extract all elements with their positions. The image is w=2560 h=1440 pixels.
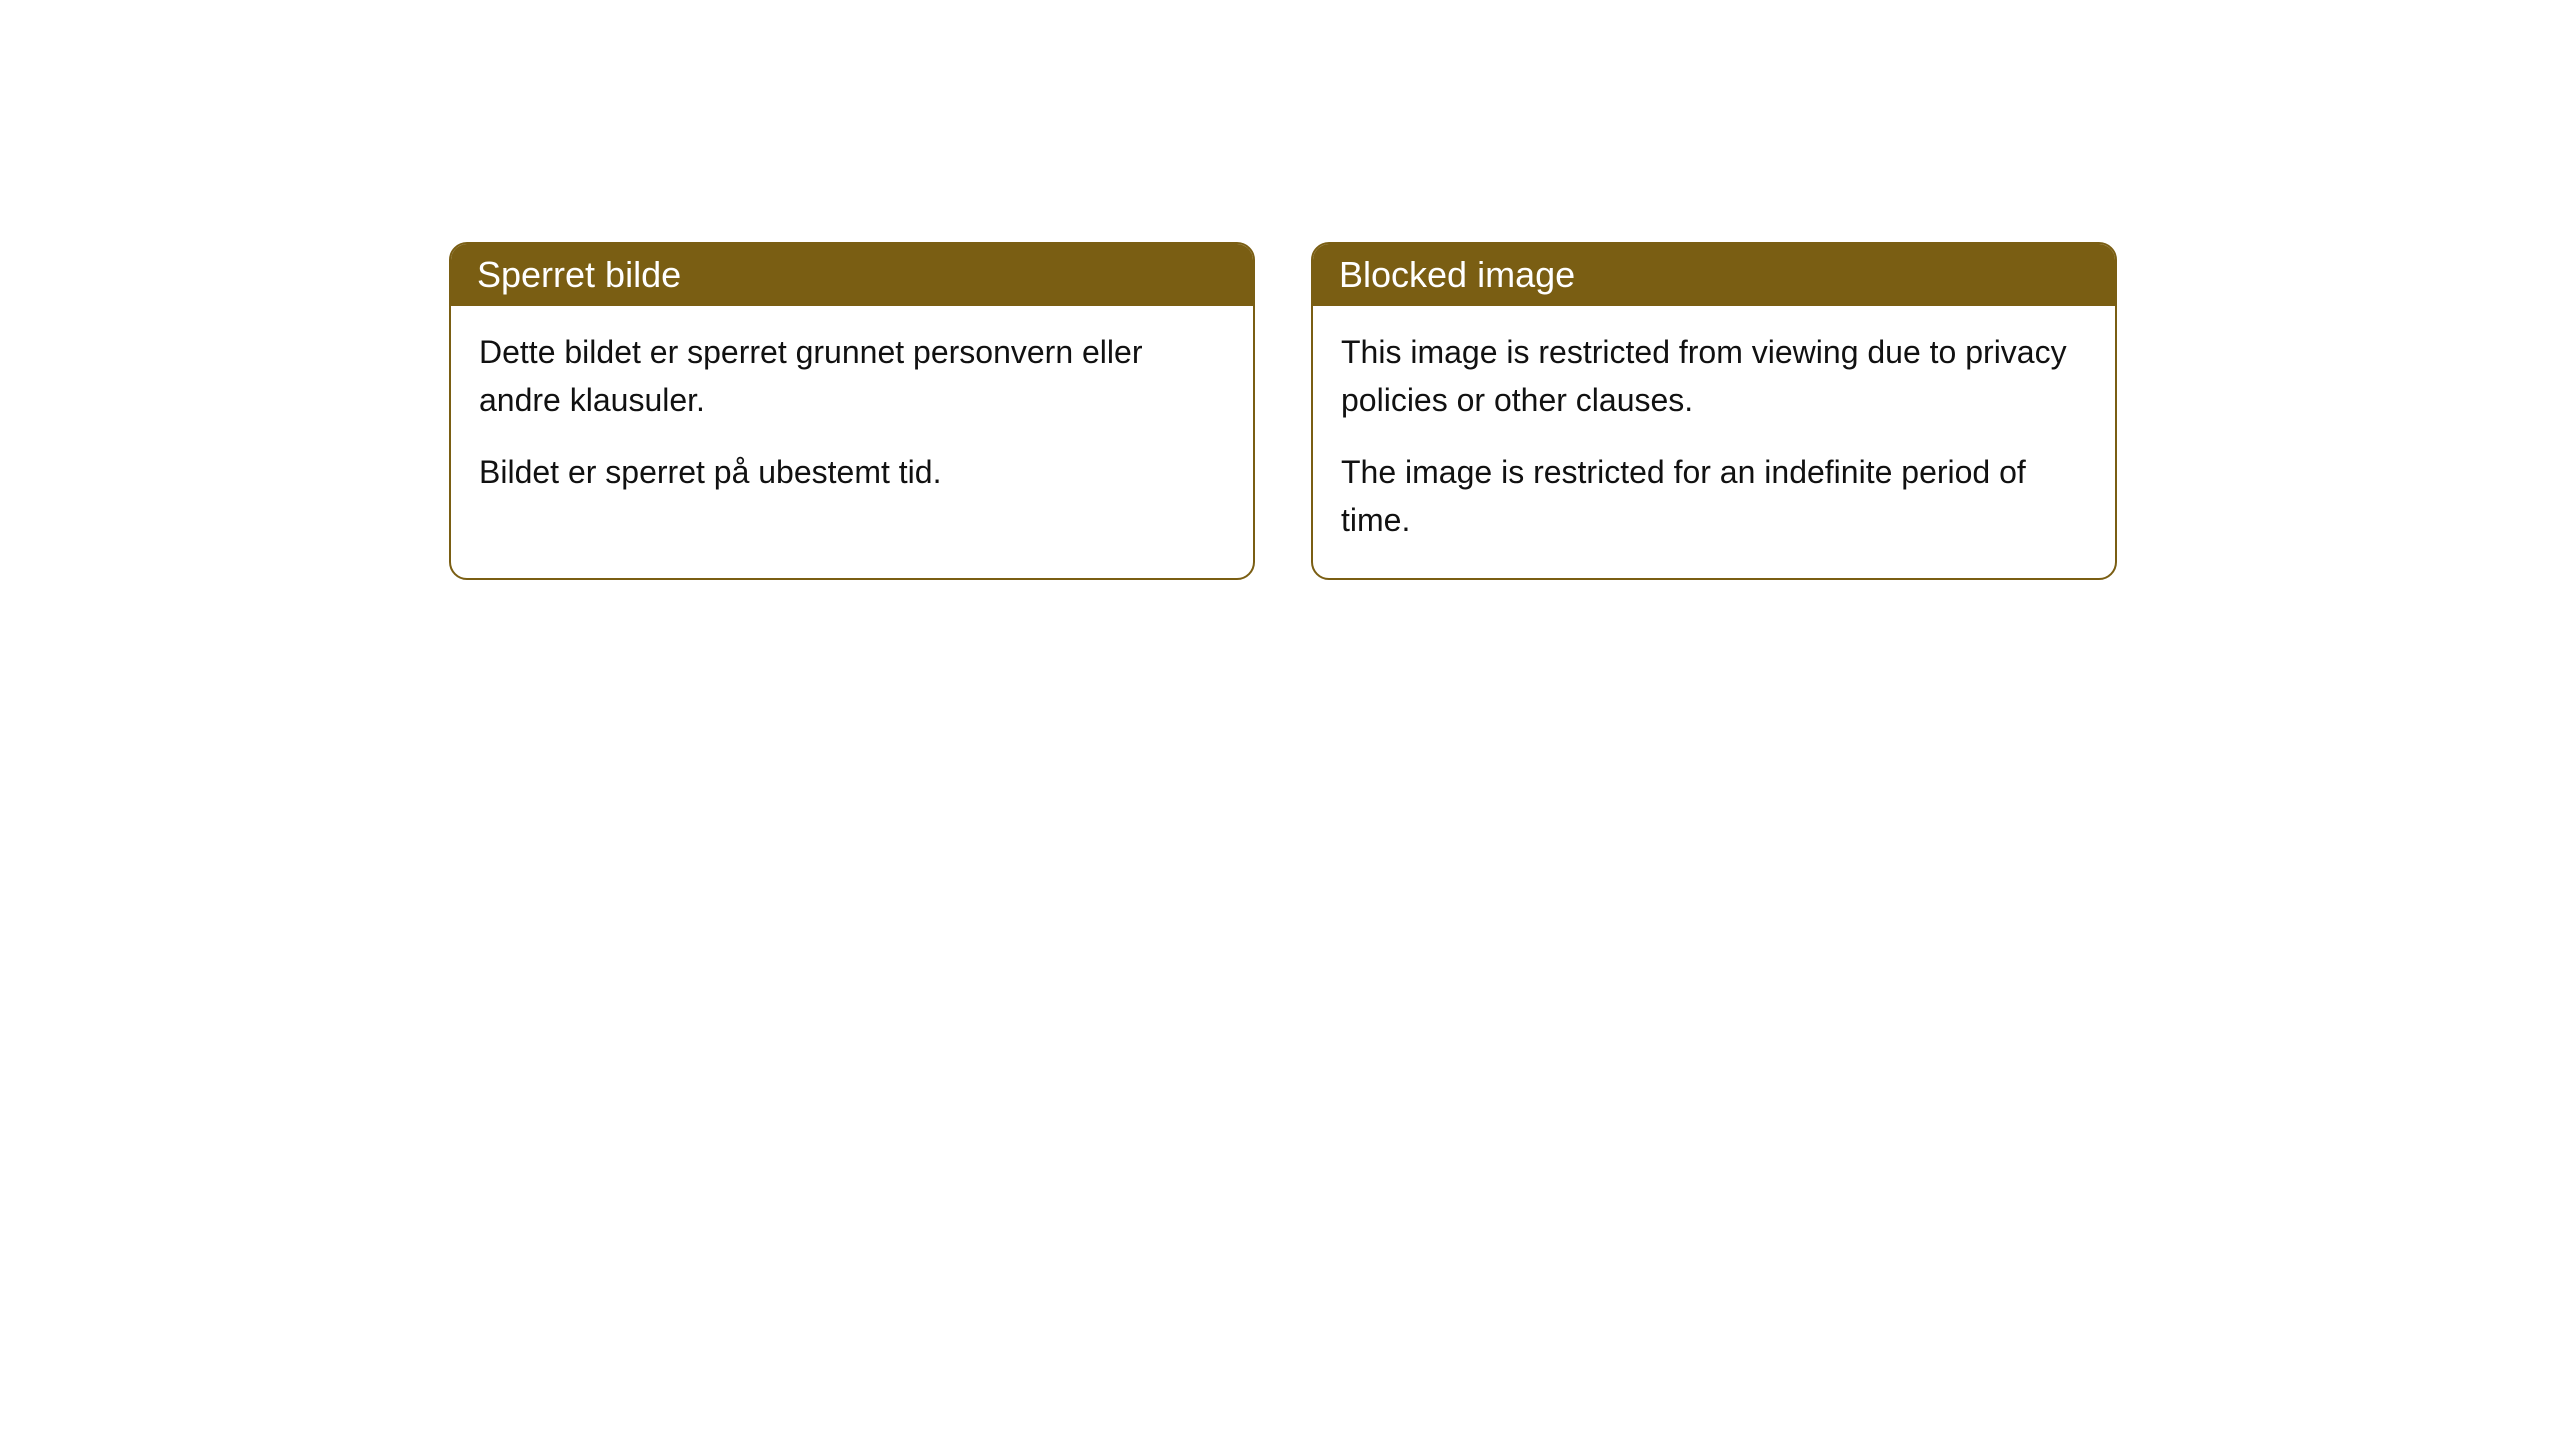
- cards-container: Sperret bilde Dette bildet er sperret gr…: [449, 242, 2117, 580]
- card-english: Blocked image This image is restricted f…: [1311, 242, 2117, 580]
- card-paragraph-2-norwegian: Bildet er sperret på ubestemt tid.: [479, 448, 1225, 496]
- card-header-english: Blocked image: [1313, 244, 2115, 306]
- card-paragraph-1-english: This image is restricted from viewing du…: [1341, 328, 2087, 424]
- card-paragraph-2-english: The image is restricted for an indefinit…: [1341, 448, 2087, 544]
- card-norwegian: Sperret bilde Dette bildet er sperret gr…: [449, 242, 1255, 580]
- card-title-english: Blocked image: [1339, 254, 1575, 295]
- card-body-english: This image is restricted from viewing du…: [1313, 306, 2115, 578]
- card-title-norwegian: Sperret bilde: [477, 254, 681, 295]
- card-paragraph-1-norwegian: Dette bildet er sperret grunnet personve…: [479, 328, 1225, 424]
- card-body-norwegian: Dette bildet er sperret grunnet personve…: [451, 306, 1253, 530]
- card-header-norwegian: Sperret bilde: [451, 244, 1253, 306]
